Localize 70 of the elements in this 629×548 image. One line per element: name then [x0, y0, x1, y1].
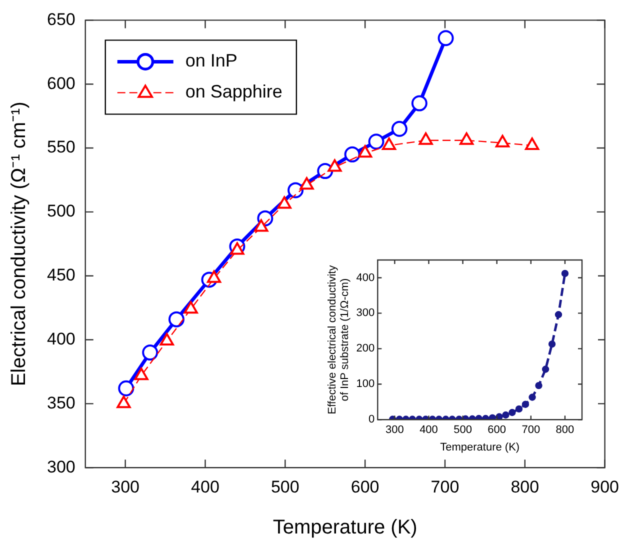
x-tick-label: 900 — [590, 477, 620, 496]
y-tick-label: 100 — [356, 378, 375, 390]
point — [288, 182, 304, 198]
point — [254, 219, 268, 232]
x-tick-label: 800 — [556, 424, 574, 436]
y-tick-label: 300 — [46, 457, 76, 476]
y-tick-label: 450 — [46, 266, 76, 285]
y-tick-label: 300 — [356, 307, 375, 320]
point — [230, 242, 244, 255]
y-tick-label: 400 — [356, 272, 375, 284]
x-tick-label: 700 — [522, 424, 540, 436]
point — [482, 414, 490, 420]
legend-label: on Sapphire — [185, 82, 282, 102]
x-tick-label: 800 — [510, 477, 540, 496]
point — [411, 95, 428, 112]
point — [134, 368, 148, 380]
point — [528, 394, 536, 401]
point — [118, 380, 134, 396]
point — [475, 414, 482, 420]
point — [495, 134, 510, 148]
y-tick-label: 650 — [46, 10, 76, 29]
point — [344, 146, 360, 162]
point — [548, 340, 556, 348]
x-tick-label: 300 — [386, 424, 404, 436]
point — [488, 414, 496, 420]
point — [116, 396, 131, 408]
point — [460, 132, 474, 145]
x-tick-label: 400 — [420, 424, 438, 436]
y-tick-label: 0 — [368, 414, 375, 426]
x-axis-title: Temperature (K) — [272, 516, 418, 539]
x-tick-label: 300 — [111, 477, 140, 496]
x-tick-label: 500 — [270, 477, 300, 496]
point — [554, 311, 562, 318]
y-tick-label: 400 — [46, 329, 76, 348]
point — [358, 145, 372, 158]
point — [438, 30, 454, 46]
point — [515, 405, 523, 413]
y-tick-label: 550 — [46, 138, 76, 157]
point — [206, 270, 222, 283]
point — [328, 159, 342, 172]
x-tick-label: 700 — [430, 477, 460, 496]
y-tick-label: 500 — [46, 202, 76, 221]
point — [300, 177, 314, 190]
point — [160, 333, 174, 346]
point — [522, 400, 530, 408]
point — [525, 137, 540, 150]
point — [142, 344, 158, 361]
x-tick-label: 600 — [488, 424, 506, 436]
point — [168, 311, 184, 328]
y-tick-label: 200 — [356, 342, 375, 355]
x-axis-title: Temperature (K) — [440, 441, 520, 454]
legend-label: on InP — [185, 50, 238, 71]
x-tick-label: 400 — [191, 477, 220, 496]
point — [496, 413, 503, 420]
point — [502, 411, 510, 419]
point — [277, 196, 292, 209]
y-axis-title: Electrical conductivity (Ω⁻¹ cm⁻¹) — [8, 102, 30, 386]
point — [508, 408, 516, 416]
y-tick-label: 350 — [46, 393, 76, 412]
point — [535, 382, 542, 390]
point — [418, 132, 433, 145]
point — [382, 137, 396, 150]
y-axis-title: Effective electrical conductivity of InP substrate (1/Ω-cm) — [326, 264, 352, 414]
point — [391, 120, 408, 137]
point — [368, 134, 384, 150]
point — [561, 270, 569, 278]
x-tick-label: 500 — [454, 424, 472, 436]
point — [184, 301, 198, 314]
point — [542, 366, 550, 373]
y-tick-label: 600 — [46, 74, 76, 93]
